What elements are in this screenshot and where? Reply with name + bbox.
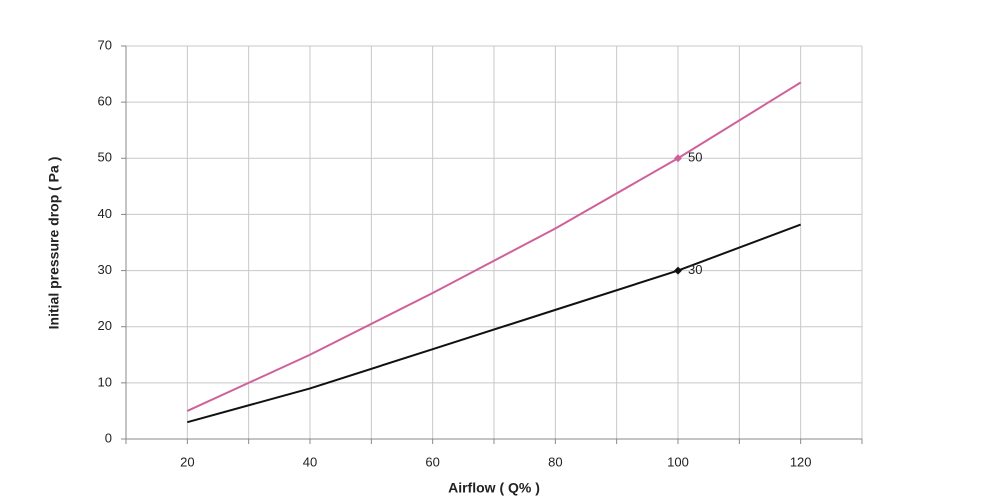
y-tick-label: 40 [98,206,112,221]
line [187,223,802,424]
x-tick-label: 40 [303,454,317,469]
point-marker [674,266,682,275]
y-tick-label: 10 [98,374,112,389]
x-tick-label: 20 [180,454,194,469]
y-tick-label: 30 [98,262,112,277]
point-marker [674,154,682,163]
y-axis-title: Initial pressure drop ( Pa ) [46,157,62,330]
y-tick-label: 0 [105,430,112,445]
y-tick-label: 20 [98,318,112,333]
y-tick-label: 70 [98,37,112,52]
series-label: 30 [688,262,702,277]
x-axis-title: Airflow ( Q% ) [448,480,540,496]
x-tick-label: 100 [667,454,689,469]
y-tick-label: 50 [98,150,112,165]
x-tick-label: 60 [425,454,439,469]
line [186,81,802,412]
y-tick-label: 60 [98,94,112,109]
x-tick-label: 80 [548,454,562,469]
x-tick-label: 120 [790,454,812,469]
series-label: 50 [688,150,702,165]
